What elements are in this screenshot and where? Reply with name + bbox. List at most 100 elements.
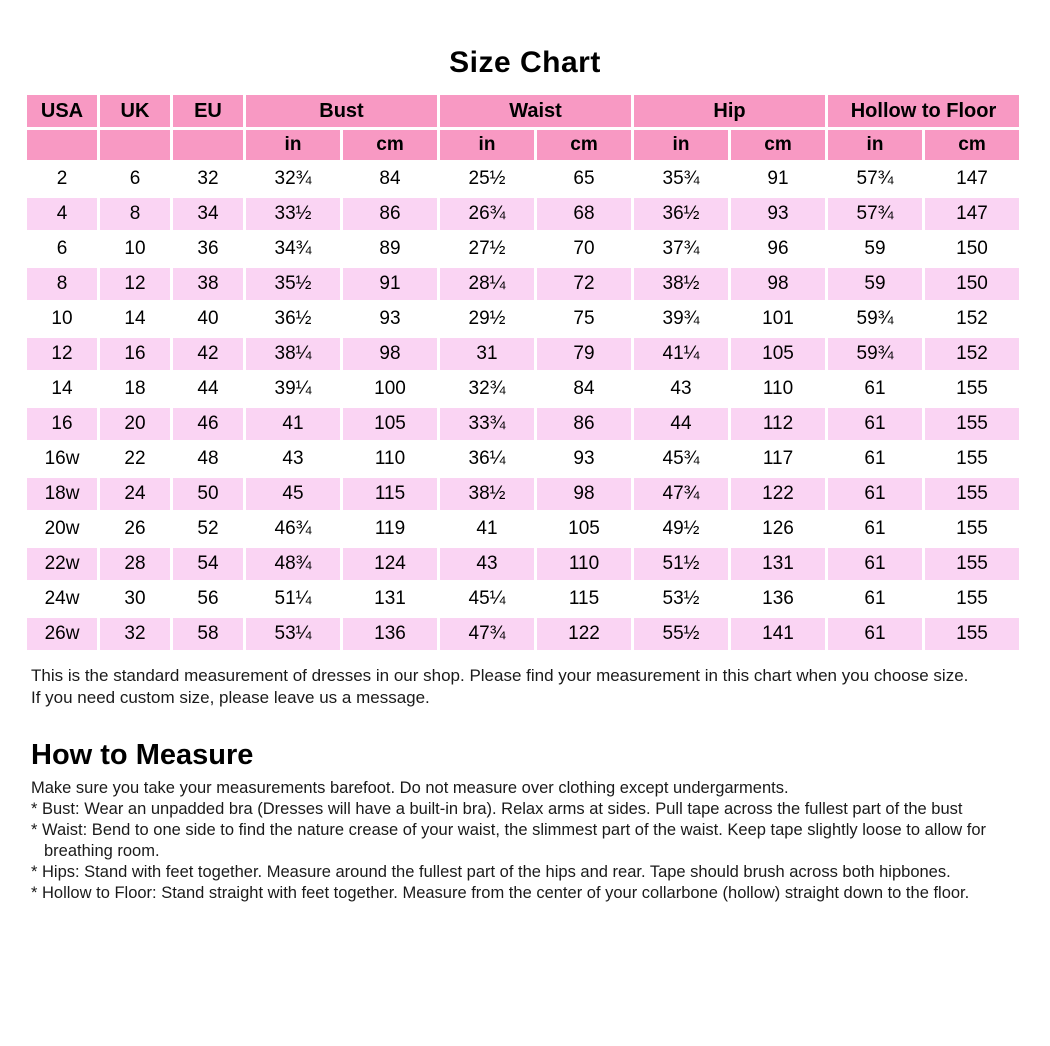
table-cell: 43 <box>246 443 340 475</box>
table-cell: 38¼ <box>246 338 340 370</box>
table-cell: 61 <box>828 548 922 580</box>
table-cell: 34 <box>173 198 243 230</box>
note-line: If you need custom size, please leave us… <box>31 688 430 707</box>
table-cell: 147 <box>925 198 1019 230</box>
table-cell: 53¼ <box>246 618 340 650</box>
table-cell: 33½ <box>246 198 340 230</box>
table-cell: 49½ <box>634 513 728 545</box>
table-row: 2 6 32 32¾ 84 25½ 65 35¾ 91 57¾ 147 <box>27 163 1019 195</box>
table-cell: 155 <box>925 548 1019 580</box>
table-cell: 32 <box>173 163 243 195</box>
table-cell: 38 <box>173 268 243 300</box>
table-cell: 33¾ <box>440 408 534 440</box>
units-cell: in <box>828 130 922 160</box>
table-cell: 36 <box>173 233 243 265</box>
table-cell: 42 <box>173 338 243 370</box>
table-cell: 12 <box>100 268 170 300</box>
table-cell: 55½ <box>634 618 728 650</box>
table-cell: 68 <box>537 198 631 230</box>
table-cell: 75 <box>537 303 631 335</box>
table-cell: 6 <box>27 233 97 265</box>
table-cell: 136 <box>343 618 437 650</box>
table-cell: 38½ <box>440 478 534 510</box>
table-cell: 46¾ <box>246 513 340 545</box>
header-cell-usa: USA <box>27 95 97 127</box>
table-cell: 8 <box>27 268 97 300</box>
table-cell: 10 <box>27 303 97 335</box>
header-cell-hollow-to-floor: Hollow to Floor <box>828 95 1019 127</box>
units-cell: cm <box>343 130 437 160</box>
table-cell: 10 <box>100 233 170 265</box>
header-cell-uk: UK <box>100 95 170 127</box>
table-cell: 12 <box>27 338 97 370</box>
note-line: This is the standard measurement of dres… <box>31 666 969 685</box>
table-cell: 84 <box>537 373 631 405</box>
page-title: Size Chart <box>449 46 601 79</box>
table-cell: 43 <box>634 373 728 405</box>
table-cell: 41 <box>246 408 340 440</box>
table-cell: 47¾ <box>634 478 728 510</box>
table-cell: 44 <box>173 373 243 405</box>
table-cell: 131 <box>343 583 437 615</box>
table-cell: 45 <box>246 478 340 510</box>
table-cell: 32 <box>100 618 170 650</box>
table-cell: 32¾ <box>440 373 534 405</box>
table-cell: 14 <box>100 303 170 335</box>
table-cell: 65 <box>537 163 631 195</box>
table-cell: 59¾ <box>828 303 922 335</box>
table-cell: 58 <box>173 618 243 650</box>
table-cell: 61 <box>828 443 922 475</box>
table-cell: 57¾ <box>828 163 922 195</box>
table-cell: 110 <box>343 443 437 475</box>
table-row: 8 12 38 35½ 91 28¼ 72 38½ 98 59 150 <box>27 268 1019 300</box>
table-row: 16w 22 48 43 110 36¼ 93 45¾ 117 61 155 <box>27 443 1019 475</box>
table-cell: 93 <box>731 198 825 230</box>
table-cell: 24w <box>27 583 97 615</box>
table-cell: 100 <box>343 373 437 405</box>
table-row: 26w 32 58 53¼ 136 47¾ 122 55½ 141 61 155 <box>27 618 1019 650</box>
table-cell: 59¾ <box>828 338 922 370</box>
table-cell: 105 <box>731 338 825 370</box>
table-cell: 35¾ <box>634 163 728 195</box>
table-cell: 152 <box>925 303 1019 335</box>
table-row: 10 14 40 36½ 93 29½ 75 39¾ 101 59¾ 152 <box>27 303 1019 335</box>
header-cell-bust: Bust <box>246 95 437 127</box>
table-cell: 36¼ <box>440 443 534 475</box>
table-cell: 98 <box>537 478 631 510</box>
table-cell: 98 <box>731 268 825 300</box>
table-cell: 48 <box>173 443 243 475</box>
standard-measurement-note: This is the standard measurement of dres… <box>31 665 1050 709</box>
table-cell: 122 <box>731 478 825 510</box>
table-cell: 35½ <box>246 268 340 300</box>
table-cell: 150 <box>925 233 1019 265</box>
table-cell: 136 <box>731 583 825 615</box>
table-cell: 155 <box>925 513 1019 545</box>
table-cell: 141 <box>731 618 825 650</box>
table-cell: 16 <box>100 338 170 370</box>
table-cell: 28¼ <box>440 268 534 300</box>
table-row: 14 18 44 39¼ 100 32¾ 84 43 110 61 155 <box>27 373 1019 405</box>
table-cell: 18w <box>27 478 97 510</box>
table-cell: 124 <box>343 548 437 580</box>
table-cell: 101 <box>731 303 825 335</box>
table-cell: 26w <box>27 618 97 650</box>
measure-instruction: * Waist: Bend to one side to find the na… <box>31 821 987 860</box>
table-cell: 36½ <box>246 303 340 335</box>
table-cell: 61 <box>828 408 922 440</box>
table-cell: 39¼ <box>246 373 340 405</box>
table-row: 6 10 36 34¾ 89 27½ 70 37¾ 96 59 150 <box>27 233 1019 265</box>
table-row: 4 8 34 33½ 86 26¾ 68 36½ 93 57¾ 147 <box>27 198 1019 230</box>
table-cell: 8 <box>100 198 170 230</box>
table-cell: 93 <box>537 443 631 475</box>
measure-intro: Make sure you take your measurements bar… <box>31 779 789 797</box>
table-cell: 98 <box>343 338 437 370</box>
table-cell: 29½ <box>440 303 534 335</box>
measure-instruction: * Bust: Wear an unpadded bra (Dresses wi… <box>31 800 963 818</box>
table-cell: 126 <box>731 513 825 545</box>
table-cell: 44 <box>634 408 728 440</box>
table-cell: 34¾ <box>246 233 340 265</box>
table-row: 12 16 42 38¼ 98 31 79 41¼ 105 59¾ 152 <box>27 338 1019 370</box>
table-cell: 26 <box>100 513 170 545</box>
table-row: 22w 28 54 48¾ 124 43 110 51½ 131 61 155 <box>27 548 1019 580</box>
table-cell: 31 <box>440 338 534 370</box>
